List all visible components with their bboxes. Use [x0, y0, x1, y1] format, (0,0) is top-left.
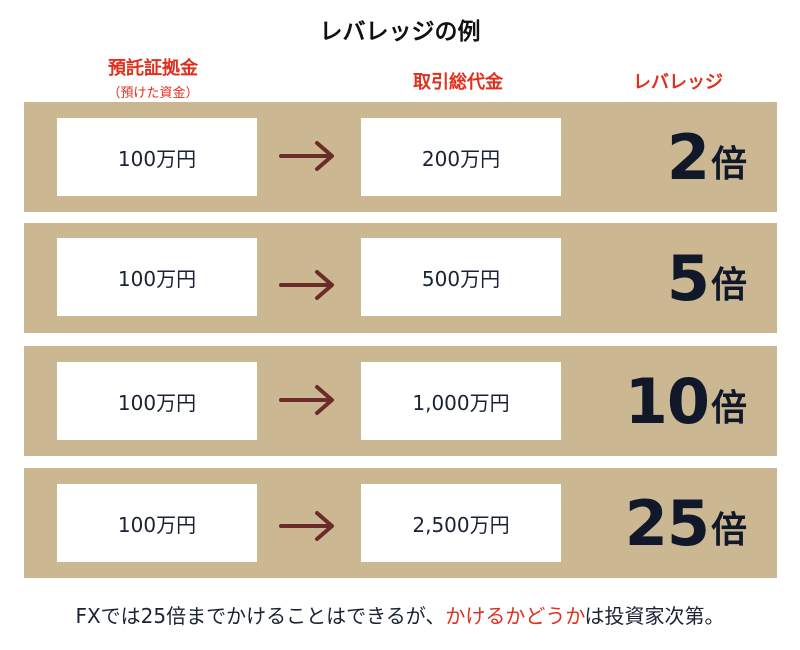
right-arrow-icon	[279, 511, 334, 541]
footer-text-after: は投資家次第。	[584, 604, 725, 628]
leverage-number: 10	[624, 364, 710, 438]
leverage-unit: 倍	[710, 265, 747, 306]
total-box: 1,000万円	[361, 362, 561, 440]
deposit-box: 100万円	[57, 362, 257, 440]
right-arrow-icon	[279, 141, 334, 171]
leverage-row-2x: 100万円 200万円 2 倍	[24, 102, 777, 212]
leverage-number: 25	[624, 486, 710, 560]
leverage-row-25x: 100万円 2,500万円 25 倍	[24, 468, 777, 578]
right-arrow-icon	[279, 270, 334, 300]
right-arrow-icon	[279, 385, 334, 415]
leverage-number: 5	[666, 241, 710, 315]
diagram-title: レバレッジの例	[319, 19, 481, 45]
leverage-value: 25 倍	[625, 468, 747, 578]
leverage-value: 5 倍	[667, 223, 747, 333]
leverage-unit: 倍	[710, 388, 747, 429]
header-margin: 預託証拠金 （預けた資金）	[78, 54, 228, 101]
leverage-unit: 倍	[710, 144, 747, 185]
leverage-row-10x: 100万円 1,000万円 10 倍	[24, 346, 777, 456]
header-margin-label: 預託証拠金	[108, 58, 198, 79]
header-total: 取引総代金	[413, 72, 503, 93]
total-box: 200万円	[361, 118, 561, 196]
footer-highlight: かけるかどうか	[445, 604, 585, 628]
deposit-box: 100万円	[57, 238, 257, 316]
leverage-number: 2	[666, 120, 710, 194]
leverage-row-5x: 100万円 500万円 5 倍	[24, 223, 777, 333]
leverage-unit: 倍	[710, 510, 747, 551]
footer-text-before: FXでは25倍までかけることはできるが、	[75, 604, 446, 628]
deposit-box: 100万円	[57, 484, 257, 562]
header-margin-note: （預けた資金）	[107, 86, 199, 101]
leverage-value: 10 倍	[625, 346, 747, 456]
leverage-value: 2 倍	[667, 102, 747, 212]
header-leverage: レバレッジ	[633, 72, 723, 93]
footer-note: FXでは25倍までかけることはできるが、かけるかどうかは投資家次第。	[0, 600, 800, 629]
deposit-box: 100万円	[57, 118, 257, 196]
total-box: 500万円	[361, 238, 561, 316]
total-box: 2,500万円	[361, 484, 561, 562]
